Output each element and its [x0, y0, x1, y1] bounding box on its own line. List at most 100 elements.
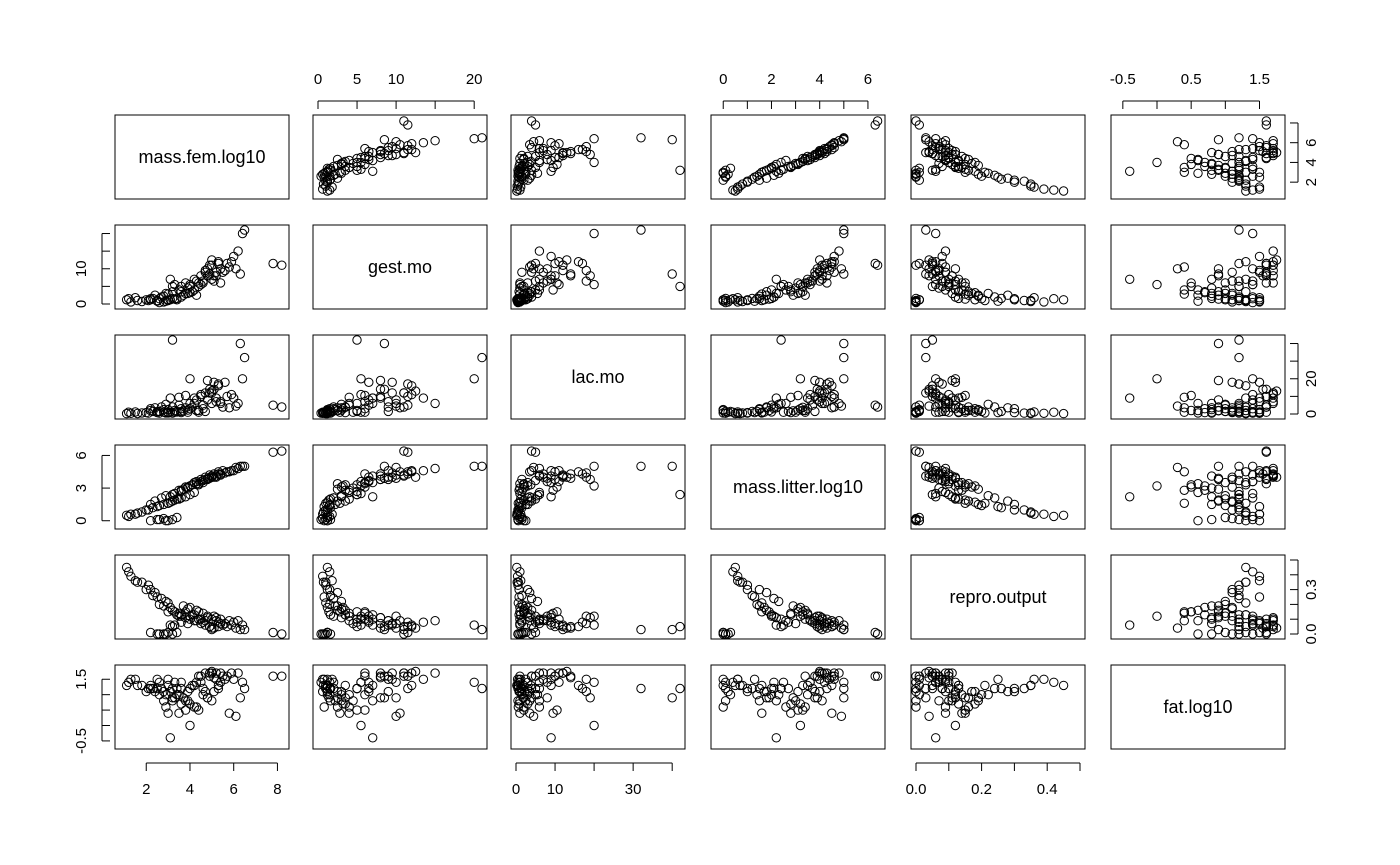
- data-point: [121, 408, 132, 419]
- data-point: [237, 620, 248, 630]
- data-point: [1125, 166, 1135, 177]
- data-point: [812, 384, 822, 394]
- data-point: [316, 629, 326, 639]
- data-point: [235, 461, 246, 471]
- data-point: [268, 627, 278, 638]
- data-point: [368, 477, 378, 488]
- data-point: [1213, 149, 1224, 160]
- data-point: [328, 611, 339, 621]
- data-point: [1200, 157, 1210, 168]
- data-point: [1254, 138, 1265, 148]
- data-point: [774, 596, 784, 607]
- data-point: [1220, 627, 1231, 638]
- data-point: [159, 513, 169, 524]
- data-point: [430, 398, 440, 409]
- data-point: [1227, 616, 1237, 626]
- panel-frame: [510, 444, 686, 530]
- data-point: [761, 287, 772, 297]
- data-point: [532, 690, 543, 700]
- data-point: [172, 627, 182, 638]
- data-point: [950, 686, 961, 697]
- data-point: [766, 400, 777, 410]
- data-point: [839, 374, 849, 384]
- tick-label: 5: [353, 71, 361, 88]
- data-point: [914, 674, 924, 684]
- data-point: [235, 624, 246, 635]
- data-point: [126, 297, 136, 307]
- data-point: [795, 699, 806, 709]
- data-point: [937, 251, 947, 262]
- data-point: [931, 671, 941, 681]
- data-point: [1241, 598, 1251, 608]
- data-point: [802, 610, 813, 620]
- panel-5-2: [510, 664, 686, 750]
- data-point: [800, 671, 810, 681]
- data-point: [822, 617, 832, 627]
- data-point: [761, 165, 772, 176]
- data-point: [239, 624, 250, 635]
- data-point: [213, 617, 224, 627]
- panel-0-4: [910, 114, 1086, 200]
- data-point: [749, 296, 760, 306]
- data-point: [126, 408, 136, 418]
- data-point: [319, 168, 329, 179]
- data-point: [222, 621, 232, 632]
- data-point: [220, 468, 230, 478]
- data-point: [239, 352, 250, 363]
- data-point: [1248, 567, 1258, 577]
- data-point: [546, 680, 556, 691]
- data-point: [161, 516, 171, 526]
- data-point: [325, 175, 335, 185]
- data-point: [534, 489, 545, 500]
- data-point: [793, 278, 803, 288]
- data-point: [737, 680, 748, 691]
- panel-frame: [910, 554, 1086, 640]
- data-point: [1248, 389, 1258, 400]
- data-point: [174, 285, 184, 295]
- data-point: [790, 618, 801, 629]
- data-point: [589, 611, 599, 621]
- data-point: [469, 461, 479, 471]
- data-point: [512, 562, 522, 573]
- data-point: [921, 352, 931, 363]
- data-point: [720, 293, 731, 304]
- data-point: [1234, 624, 1244, 635]
- data-point: [156, 402, 167, 412]
- panel-2-5: [1110, 334, 1286, 420]
- tick-label: 0.3: [1303, 579, 1320, 600]
- data-point: [231, 711, 241, 721]
- data-point: [1254, 251, 1265, 262]
- data-point: [802, 274, 813, 284]
- data-point: [430, 668, 440, 678]
- data-point: [176, 699, 186, 709]
- data-point: [1254, 184, 1265, 194]
- data-point: [546, 733, 556, 743]
- data-point: [1125, 274, 1135, 284]
- data-point: [523, 499, 533, 510]
- data-point: [940, 686, 951, 697]
- data-point: [161, 491, 171, 501]
- data-point: [810, 616, 820, 626]
- data-point: [778, 279, 789, 290]
- data-point: [368, 620, 378, 630]
- data-point: [525, 587, 535, 598]
- data-point: [383, 402, 393, 412]
- data-point: [477, 683, 487, 694]
- panel-frame: [1110, 444, 1286, 530]
- data-point: [817, 624, 827, 635]
- data-point: [176, 610, 186, 620]
- data-point: [970, 699, 980, 709]
- data-point: [1254, 141, 1265, 152]
- data-point: [870, 627, 880, 638]
- data-point: [911, 686, 921, 697]
- data-point: [1248, 134, 1258, 144]
- data-point: [546, 610, 556, 620]
- panel-5-0: [114, 664, 290, 750]
- data-point: [176, 677, 186, 687]
- data-point: [205, 671, 215, 681]
- data-point: [526, 593, 537, 604]
- data-point: [947, 696, 957, 706]
- data-point: [1186, 390, 1196, 401]
- data-point: [733, 571, 743, 581]
